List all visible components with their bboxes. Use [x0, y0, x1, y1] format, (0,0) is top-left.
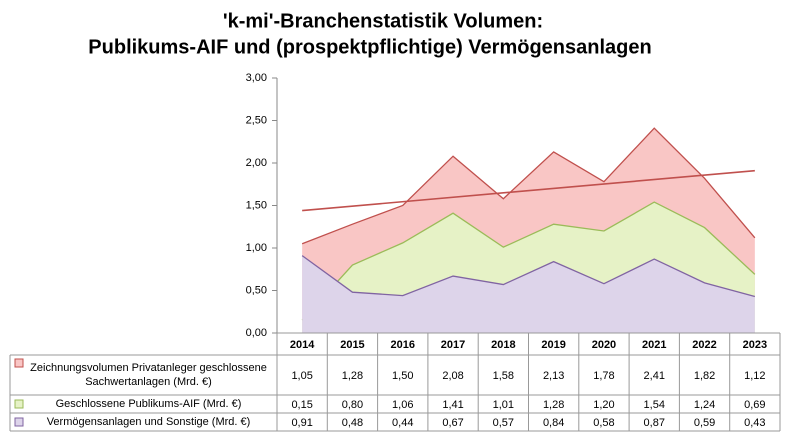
value-label: 1,06: [392, 399, 413, 411]
value-label: 0,84: [543, 417, 564, 429]
value-label: 1,58: [493, 370, 514, 382]
y-tick-label: 2,50: [246, 114, 267, 126]
legend-key: [14, 417, 24, 427]
value-label: 0,43: [744, 417, 765, 429]
legend-label: Zeichnungsvolumen Privatanleger geschlos…: [30, 362, 267, 388]
x-tick-label: 2015: [340, 339, 364, 351]
area-line: [301, 127, 756, 245]
value-label: 2,41: [644, 370, 665, 382]
value-label: 1,12: [744, 370, 765, 382]
legend-cell: Geschlossene Publikums-AIF (Mrd. €): [55, 398, 242, 410]
legend-key: [14, 358, 24, 368]
value-label: 0,59: [694, 417, 715, 429]
value-label: 0,80: [342, 399, 363, 411]
legend-label: Geschlossene Publikums-AIF (Mrd. €): [55, 398, 242, 410]
x-tick-label: 2014: [290, 339, 315, 351]
area-line: [301, 201, 756, 321]
x-tick-label: 2017: [441, 339, 465, 351]
value-label: 1,82: [694, 370, 715, 382]
value-label: 1,01: [493, 399, 514, 411]
x-tick-label: 2020: [592, 339, 616, 351]
value-label: 1,28: [342, 370, 363, 382]
value-label: 0,69: [744, 399, 765, 411]
x-tick-label: 2023: [743, 339, 767, 351]
value-label: 0,44: [392, 417, 413, 429]
trend-line: [302, 169, 755, 212]
value-label: 1,24: [694, 399, 715, 411]
value-label: 0,48: [342, 417, 363, 429]
legend-cell: Vermögensanlagen und Sonstige (Mrd. €): [46, 416, 251, 428]
x-tick-label: 2016: [391, 339, 415, 351]
value-label: 0,58: [593, 417, 614, 429]
legend-cell: Zeichnungsvolumen Privatanleger geschlos…: [30, 362, 267, 388]
legend-label: Vermögensanlagen und Sonstige (Mrd. €): [46, 416, 251, 428]
value-label: 1,05: [291, 370, 312, 382]
value-label: 1,28: [543, 399, 564, 411]
x-tick-label: 2022: [692, 339, 716, 351]
chart-title: Publikums-AIF und (prospektpflichtige) V…: [88, 36, 651, 58]
chart-title: 'k-mi'-Branchenstatistik Volumen:: [223, 10, 543, 32]
value-label: 0,57: [493, 417, 514, 429]
value-label: 1,41: [442, 399, 463, 411]
value-label: 2,08: [442, 370, 463, 382]
value-label: 1,50: [392, 370, 413, 382]
x-tick-label: 2019: [541, 339, 565, 351]
y-tick-label: 1,00: [246, 242, 267, 254]
area: [302, 255, 755, 333]
legend-key: [14, 399, 24, 409]
value-label: 0,91: [291, 417, 312, 429]
value-label: 1,20: [593, 399, 614, 411]
x-tick-label: 2021: [642, 339, 666, 351]
value-label: 2,13: [543, 370, 564, 382]
value-label: 0,67: [442, 417, 463, 429]
y-tick-label: 0,50: [246, 284, 267, 296]
y-tick-label: 1,50: [246, 199, 267, 211]
value-label: 0,15: [291, 399, 312, 411]
y-tick-label: 3,00: [246, 72, 267, 84]
value-label: 0,87: [644, 417, 665, 429]
value-label: 1,54: [644, 399, 665, 411]
area-line: [301, 255, 756, 298]
value-label: 1,78: [593, 370, 614, 382]
y-tick-label: 0,00: [246, 327, 267, 339]
y-tick-label: 2,00: [246, 157, 267, 169]
x-tick-label: 2018: [491, 339, 515, 351]
